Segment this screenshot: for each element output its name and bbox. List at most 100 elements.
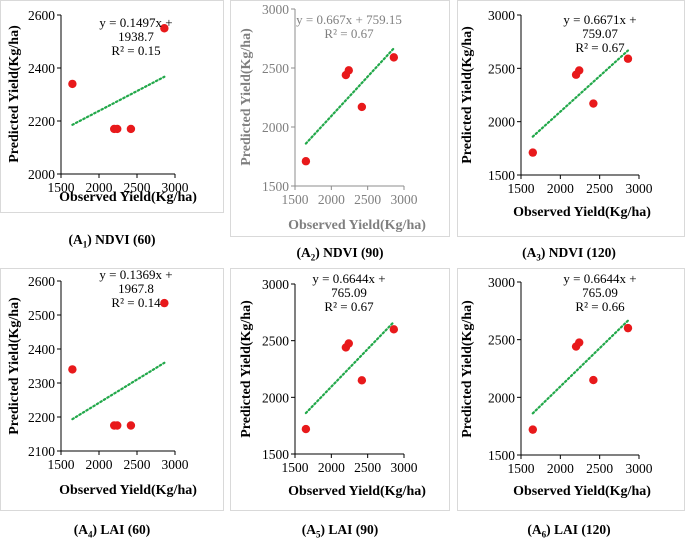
y-tick-label: 2000 [488, 115, 515, 130]
chart-A4: 2100 2200 2300 2400 2500 2600 1500 2000 2500 3000… [7, 267, 197, 498]
caption-prefix: (A [301, 522, 316, 537]
data-point [68, 79, 77, 89]
caption-prefix: (A [296, 245, 311, 260]
x-tick-label: 2000 [547, 461, 574, 476]
caption-prefix: (A [527, 522, 542, 537]
panel-caption-A3: (A3) NDVI (120) [489, 245, 649, 263]
caption-subscript: 6 [541, 529, 547, 540]
x-tick-label: 3000 [162, 180, 189, 195]
chart-A3: 1500 2000 2500 3000 1500 2000 2500 3000 Observed… [460, 8, 653, 220]
data-point [68, 365, 77, 374]
caption-suffix: ) LAI (90) [320, 522, 379, 537]
panel-frame-A3 [457, 0, 685, 237]
y-tick-label: 2400 [28, 61, 55, 76]
data-point [623, 54, 633, 63]
caption-subscript: 2 [310, 252, 316, 263]
x-axis-title: Observed Yield(Kg/ha) [59, 483, 197, 498]
y-tick-label: 2000 [28, 167, 55, 182]
y-axis-title: Predicted Yield(Kg/ha) [460, 26, 475, 164]
y-tick-label: 2000 [262, 390, 289, 405]
y-tick-label: 2500 [488, 333, 515, 348]
y-tick-label: 2000 [488, 390, 515, 405]
panel-caption-A6: (A6) LAI (120) [489, 522, 649, 540]
caption-suffix: ) NDVI (60) [87, 232, 156, 247]
chart-A2: 1500 2000 2500 3000 1500 2000 2500 3000 Observed… [239, 2, 426, 233]
x-axis-title: Observed Yield(Kg/ha) [288, 218, 426, 233]
y-tick-label: 2500 [262, 61, 289, 76]
regression-equation-line: y = 0.1497x + [99, 15, 172, 30]
y-tick-label: 3000 [262, 277, 289, 292]
panel-caption-A4: (A4) LAI (60) [32, 522, 192, 540]
panel-caption-A2: (A2) NDVI (90) [260, 245, 420, 263]
panel-frame-A5 [230, 268, 450, 511]
y-tick-label: 2300 [28, 376, 55, 391]
x-tick-label: 1500 [282, 192, 309, 207]
x-tick-label: 3000 [626, 181, 653, 196]
caption-subscript: 3 [536, 252, 541, 263]
regression-equation-line: R² = 0.15 [111, 43, 160, 58]
y-tick-label: 2500 [262, 334, 289, 349]
regression-equation-line: R² = 0.67 [324, 299, 374, 314]
x-tick-label: 2500 [586, 181, 613, 196]
y-axis-title: Predicted Yield(Kg/ha) [460, 300, 475, 438]
regression-equation-line: R² = 0.66 [575, 299, 625, 314]
regression-equation-line: 765.09 [331, 285, 367, 300]
caption-suffix: ) LAI (120) [546, 522, 611, 537]
regression-equation-line: R² = 0.67 [324, 26, 374, 41]
trendline [531, 319, 630, 415]
y-tick-label: 1500 [262, 447, 289, 462]
caption-suffix: ) NDVI (90) [315, 245, 384, 260]
y-tick-label: 1500 [488, 168, 515, 183]
data-point [301, 424, 311, 434]
data-point [113, 124, 122, 134]
data-point [344, 66, 353, 75]
caption-prefix: (A [68, 232, 83, 247]
y-tick-label: 2600 [28, 8, 55, 23]
y-tick-label: 2200 [28, 114, 55, 129]
panel-frame-A6 [457, 268, 685, 511]
data-point [301, 157, 311, 166]
data-point [357, 376, 367, 385]
x-tick-label: 1500 [282, 460, 309, 475]
data-point [528, 148, 537, 157]
y-tick-label: 3000 [488, 8, 515, 23]
x-tick-label: 1500 [508, 181, 535, 196]
x-tick-label: 3000 [626, 461, 653, 476]
regression-equation-line: y = 0.6671x + [563, 12, 636, 27]
x-axis-title: Observed Yield(Kg/ha) [288, 484, 426, 499]
data-point [589, 375, 598, 385]
caption-suffix: ) LAI (60) [92, 522, 151, 537]
data-point [357, 102, 367, 112]
regression-equation-line: R² = 0.14 [111, 295, 161, 310]
x-tick-label: 2500 [354, 460, 381, 475]
regression-equation-line: y = 0.6644x + [563, 271, 636, 286]
trendline [304, 47, 395, 145]
data-point [589, 99, 598, 108]
data-point [575, 338, 584, 347]
y-tick-label: 2500 [488, 61, 515, 76]
chart-A6: 1500 2000 2500 3000 1500 2000 2500 3000 Observed… [460, 271, 653, 499]
x-tick-label: 2000 [86, 457, 113, 472]
y-tick-label: 2600 [28, 274, 55, 289]
x-axis-title: Observed Yield(Kg/ha) [513, 484, 651, 499]
y-tick-label: 2000 [262, 120, 289, 135]
x-tick-label: 2000 [86, 180, 113, 195]
data-point [389, 325, 399, 334]
data-point [344, 339, 353, 348]
x-tick-label: 3000 [162, 457, 189, 472]
regression-equation-line: R² = 0.67 [575, 40, 625, 55]
panel-caption-A5: (A5) LAI (90) [260, 522, 420, 540]
x-tick-label: 1500 [508, 461, 535, 476]
caption-subscript: 5 [316, 529, 321, 540]
y-tick-label: 2500 [28, 308, 55, 323]
caption-subscript: 4 [88, 529, 93, 540]
x-tick-label: 3000 [391, 192, 418, 207]
x-tick-label: 3000 [391, 460, 418, 475]
panel-caption-A1: (A1) NDVI (60) [32, 232, 192, 250]
trendline [304, 320, 395, 415]
regression-equation-line: y = 0.6644x + [312, 271, 385, 286]
x-tick-label: 2500 [354, 192, 381, 207]
y-axis-title: Predicted Yield(Kg/ha) [7, 297, 22, 435]
